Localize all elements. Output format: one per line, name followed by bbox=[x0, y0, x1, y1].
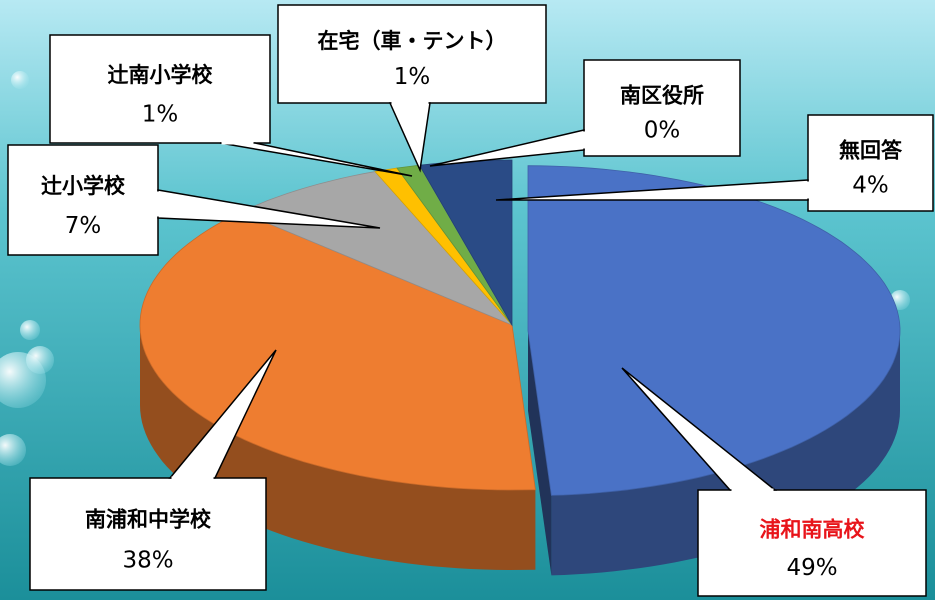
value-label: 4% bbox=[852, 173, 889, 199]
category-label: 在宅（車・テント） bbox=[318, 29, 507, 53]
callout: 辻小学校 7% bbox=[7, 144, 381, 256]
category-label: 無回答 bbox=[839, 138, 903, 162]
callout: 辻南小学校 1% bbox=[49, 34, 413, 177]
value-label: 49% bbox=[786, 555, 837, 581]
category-label: 南区役所 bbox=[620, 83, 704, 107]
callout: 浦和南高校 49% bbox=[621, 367, 927, 597]
category-label: 南浦和中学校 bbox=[85, 508, 212, 532]
value-label: 0% bbox=[644, 118, 681, 144]
value-label: 1% bbox=[394, 64, 431, 90]
value-label: 7% bbox=[65, 213, 102, 239]
bubble bbox=[11, 71, 29, 89]
callouts: 浦和南高校 49% 南浦和中学校 38% 辻小学校 7% 辻南小学校 1% 在宅（車・テント） 1… bbox=[7, 4, 934, 597]
value-label: 38% bbox=[122, 547, 173, 573]
bubble bbox=[0, 434, 26, 466]
callout-box bbox=[697, 489, 927, 597]
category-label: 辻小学校 bbox=[41, 174, 126, 198]
bubble bbox=[26, 346, 54, 374]
category-label: 浦和南高校 bbox=[760, 517, 866, 541]
callout: 無回答 4% bbox=[495, 114, 934, 212]
callout: 南区役所 0% bbox=[429, 59, 741, 167]
slice-cut bbox=[528, 330, 552, 576]
callout: 在宅（車・テント） 1% bbox=[277, 4, 547, 173]
callout-box bbox=[583, 59, 741, 157]
callout-box bbox=[807, 114, 934, 212]
value-label: 1% bbox=[142, 101, 179, 127]
callout-box bbox=[49, 34, 271, 144]
bubble bbox=[20, 320, 40, 340]
callout-box bbox=[277, 4, 547, 104]
category-label: 辻南小学校 bbox=[108, 63, 214, 87]
callout: 南浦和中学校 38% bbox=[29, 349, 277, 591]
callout-box bbox=[29, 477, 267, 591]
